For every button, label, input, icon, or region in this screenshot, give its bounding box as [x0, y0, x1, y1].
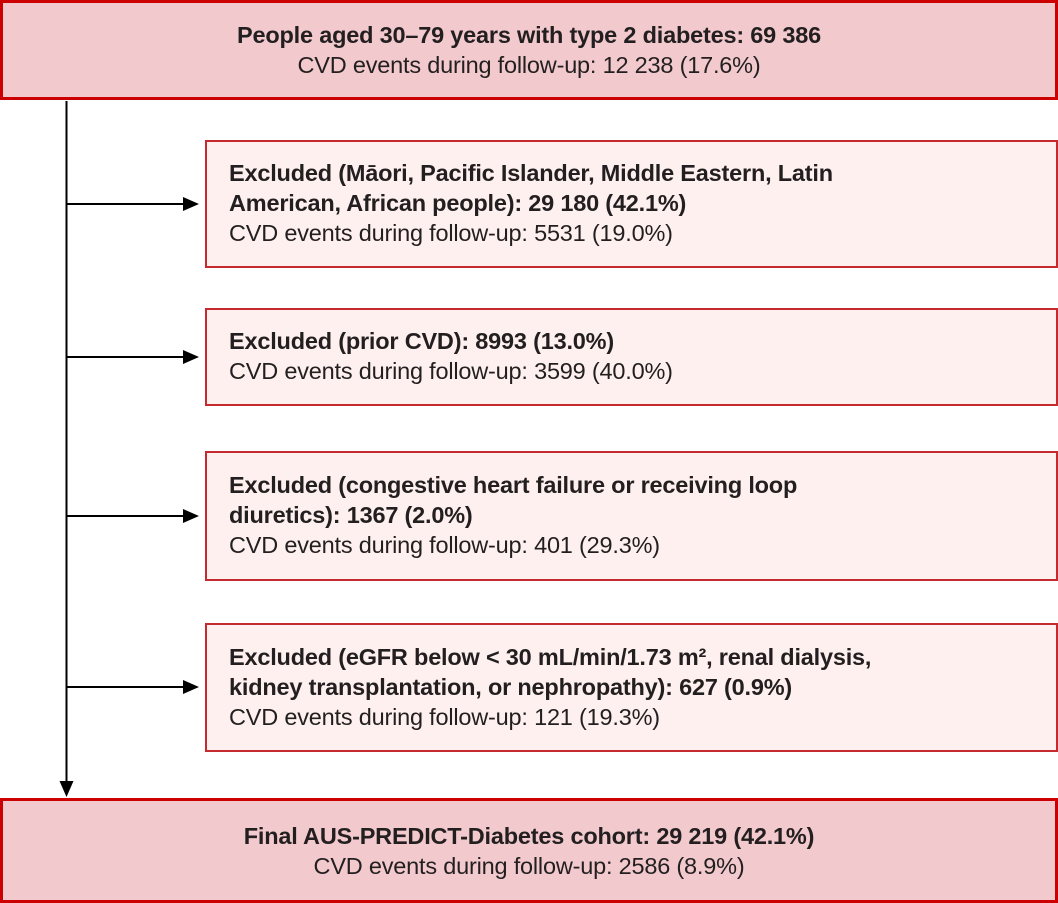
exclusion-2-line-1: Excluded (prior CVD): 8993 (13.0%)	[229, 328, 614, 354]
exclusion-3-line-2: diuretics): 1367 (2.0%)	[229, 502, 473, 528]
exclusion-box-renal: Excluded (eGFR below < 30 mL/min/1.73 m²…	[205, 623, 1058, 752]
top-cohort-title: People aged 30–79 years with type 2 diab…	[237, 22, 821, 48]
exclusion-3-line-1: Excluded (congestive heart failure or re…	[229, 472, 798, 498]
exclusion-2-followup: CVD events during follow-up: 3599 (40.0%…	[229, 358, 673, 384]
final-cohort-followup: CVD events during follow-up: 2586 (8.9%)	[313, 852, 745, 879]
exclusion-4-followup: CVD events during follow-up: 121 (19.3%)	[229, 703, 660, 730]
top-cohort-box: People aged 30–79 years with type 2 diab…	[0, 0, 1058, 100]
exclusion-box-heart-failure: Excluded (congestive heart failure or re…	[205, 451, 1058, 581]
exclusion-1-line-2: American, African people): 29 180 (42.1%…	[229, 190, 687, 216]
exclusion-4-line-1: Excluded (eGFR below < 30 mL/min/1.73 m²…	[229, 643, 872, 670]
exclusion-3-followup: CVD events during follow-up: 401 (29.3%)	[229, 532, 660, 558]
exclusion-box-ethnicity: Excluded (Māori, Pacific Islander, Middl…	[205, 140, 1058, 268]
exclusion-4-line-2: kidney transplantation, or nephropathy):…	[229, 673, 793, 700]
exclusion-box-prior-cvd: Excluded (prior CVD): 8993 (13.0%) CVD e…	[205, 308, 1058, 406]
final-cohort-box: Final AUS-PREDICT-Diabetes cohort: 29 21…	[0, 798, 1058, 903]
exclusion-1-line-1: Excluded (Māori, Pacific Islander, Middl…	[229, 160, 833, 186]
exclusion-1-followup: CVD events during follow-up: 5531 (19.0%…	[229, 220, 673, 246]
top-cohort-followup: CVD events during follow-up: 12 238 (17.…	[297, 52, 761, 78]
final-cohort-title: Final AUS-PREDICT-Diabetes cohort: 29 21…	[243, 822, 815, 849]
